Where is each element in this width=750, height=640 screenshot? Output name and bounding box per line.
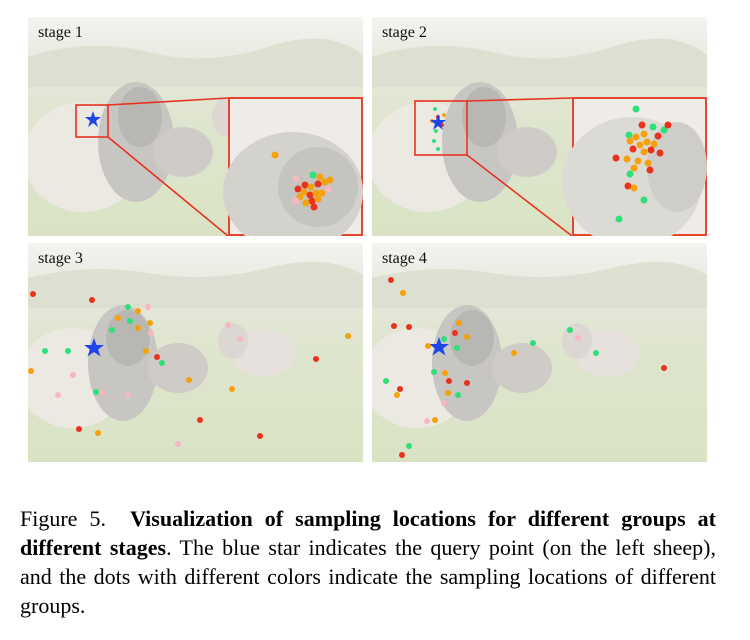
stage-1-panel: stage 1 <box>28 17 363 236</box>
stage-4-overlay <box>383 277 667 458</box>
stage-label: stage 4 <box>382 250 427 267</box>
query-star-icon <box>430 114 446 130</box>
query-star-icon <box>429 337 449 356</box>
stage-4-panel: stage 4 <box>372 243 707 462</box>
caption-rest-text: . The blue star indicates the query poin… <box>20 535 716 618</box>
sampling-dots <box>383 277 667 458</box>
sampling-dots <box>612 105 672 223</box>
stage-label: stage 3 <box>38 250 83 267</box>
stage-2-overlay <box>414 97 707 236</box>
stage-label: stage 2 <box>382 24 427 41</box>
query-star-icon <box>84 338 104 357</box>
caption-bold-text: Visualization of sampling locations for … <box>20 506 717 560</box>
figure-caption: Figure 5. Visualization of sampling loca… <box>20 504 716 620</box>
query-star-icon <box>85 111 101 127</box>
sampling-dots <box>271 151 334 211</box>
mini-dots <box>430 107 446 151</box>
stage-2-panel: stage 2 <box>372 17 707 236</box>
sampling-dots <box>28 291 351 447</box>
query-box <box>414 100 468 156</box>
figure-label: Figure 5. <box>20 506 106 531</box>
stage-1-overlay <box>75 97 363 236</box>
query-box <box>75 104 109 138</box>
stage-label: stage 1 <box>38 24 83 41</box>
stage-3-panel: stage 3 <box>28 243 363 462</box>
stage-3-overlay <box>28 291 351 447</box>
